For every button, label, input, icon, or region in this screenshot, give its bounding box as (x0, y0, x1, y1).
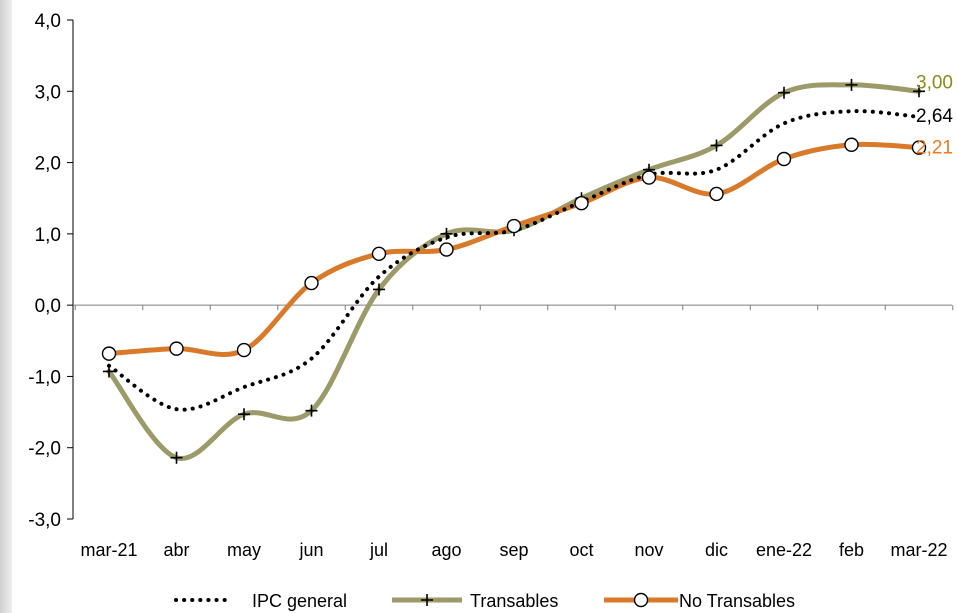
y-tick-label: 4,0 (35, 11, 61, 32)
y-tick-label: 0,0 (35, 296, 61, 317)
legend-label-ipc-general: IPC general (252, 591, 347, 611)
point-no-transables (101, 346, 117, 361)
left-edge-strip (0, 0, 12, 613)
point-transables (305, 404, 318, 417)
point-no-transables (371, 246, 387, 262)
point-no-transables (641, 170, 657, 185)
y-tick-label: -2,0 (28, 439, 61, 460)
x-tick-label: feb (839, 540, 864, 560)
end-value-label: 2,64 (916, 106, 953, 127)
point-transables (373, 283, 385, 296)
series-line-no-transables (106, 141, 922, 357)
y-tick-label: -3,0 (28, 510, 61, 531)
x-tick-label: nov (634, 540, 663, 560)
point-transables (440, 227, 453, 240)
y-tick-label: 3,0 (35, 82, 61, 103)
axes: 4,0 3,0 2,0 1,0 0,0 -1,0 -2,0 -3,0 mar-21 abr may j… (28, 11, 954, 560)
x-tick-label: mar-21 (80, 540, 137, 560)
legend: IPC general Transables No Transables (174, 591, 795, 611)
point-no-transables (574, 196, 589, 211)
end-value-label: 2,21 (916, 138, 953, 159)
point-no-transables (169, 341, 184, 356)
x-tick-label: abr (163, 540, 189, 560)
point-transables (238, 408, 250, 421)
point-transables (710, 139, 723, 152)
y-tick-label: 1,0 (35, 225, 61, 246)
point-no-transables (709, 186, 724, 202)
x-tick-label: sep (499, 540, 528, 560)
point-no-transables (911, 140, 927, 155)
x-tick-label: jul (369, 540, 388, 560)
point-transables (778, 86, 790, 99)
x-tick-label: dic (705, 540, 728, 560)
x-tick-label: oct (569, 540, 593, 560)
point-no-transables (439, 242, 454, 257)
point-no-transables (506, 218, 522, 234)
series-line-transables (106, 82, 922, 461)
y-tick-label: -1,0 (28, 367, 61, 388)
point-no-transables (236, 342, 252, 358)
x-tick-label: may (227, 540, 261, 560)
legend-marker-transables (421, 594, 433, 606)
point-transables (103, 365, 115, 378)
point-no-transables (844, 137, 859, 152)
legend-label-transables: Transables (470, 591, 558, 611)
end-value-label: 3,00 (916, 72, 953, 93)
point-transables (170, 451, 183, 464)
x-tick-label: ago (431, 540, 461, 560)
x-tick-label: jun (298, 540, 323, 560)
x-tick-label: ene-22 (756, 540, 812, 560)
x-tick-label: mar-22 (890, 540, 947, 560)
point-no-transables (304, 275, 319, 291)
legend-label-no-transables: No Transables (679, 591, 795, 611)
labels-layer: 3,00 2,64 2,21 (916, 72, 953, 158)
legend-marker-no-transables (633, 592, 649, 608)
point-transables (913, 85, 925, 98)
point-transables (845, 78, 858, 91)
point-no-transables (776, 151, 792, 167)
y-tick-label: 2,0 (35, 154, 61, 175)
series-layer (101, 78, 927, 464)
